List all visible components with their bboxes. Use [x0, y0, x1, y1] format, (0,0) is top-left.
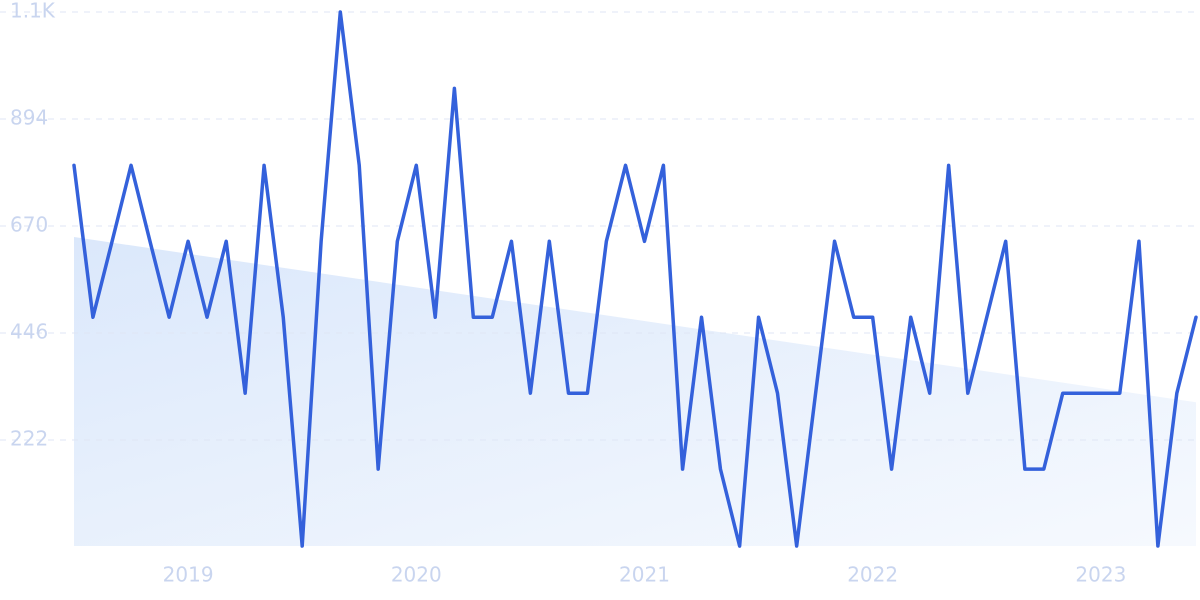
- data-line: [72, 10, 1198, 548]
- y-tick-label: 446: [10, 320, 48, 344]
- trend-area: [74, 236, 1196, 547]
- x-tick-label: 2023: [1075, 563, 1126, 587]
- y-tick-label: 894: [10, 106, 48, 130]
- y-tick-label: 670: [10, 213, 48, 237]
- y-tick-label: 222: [10, 427, 48, 451]
- x-tick-label: 2022: [847, 563, 898, 587]
- x-tick-label: 2020: [391, 563, 442, 587]
- y-tick-label: 1.1K: [10, 0, 56, 23]
- x-tick-label: 2019: [163, 563, 214, 587]
- x-tick-label: 2021: [619, 563, 670, 587]
